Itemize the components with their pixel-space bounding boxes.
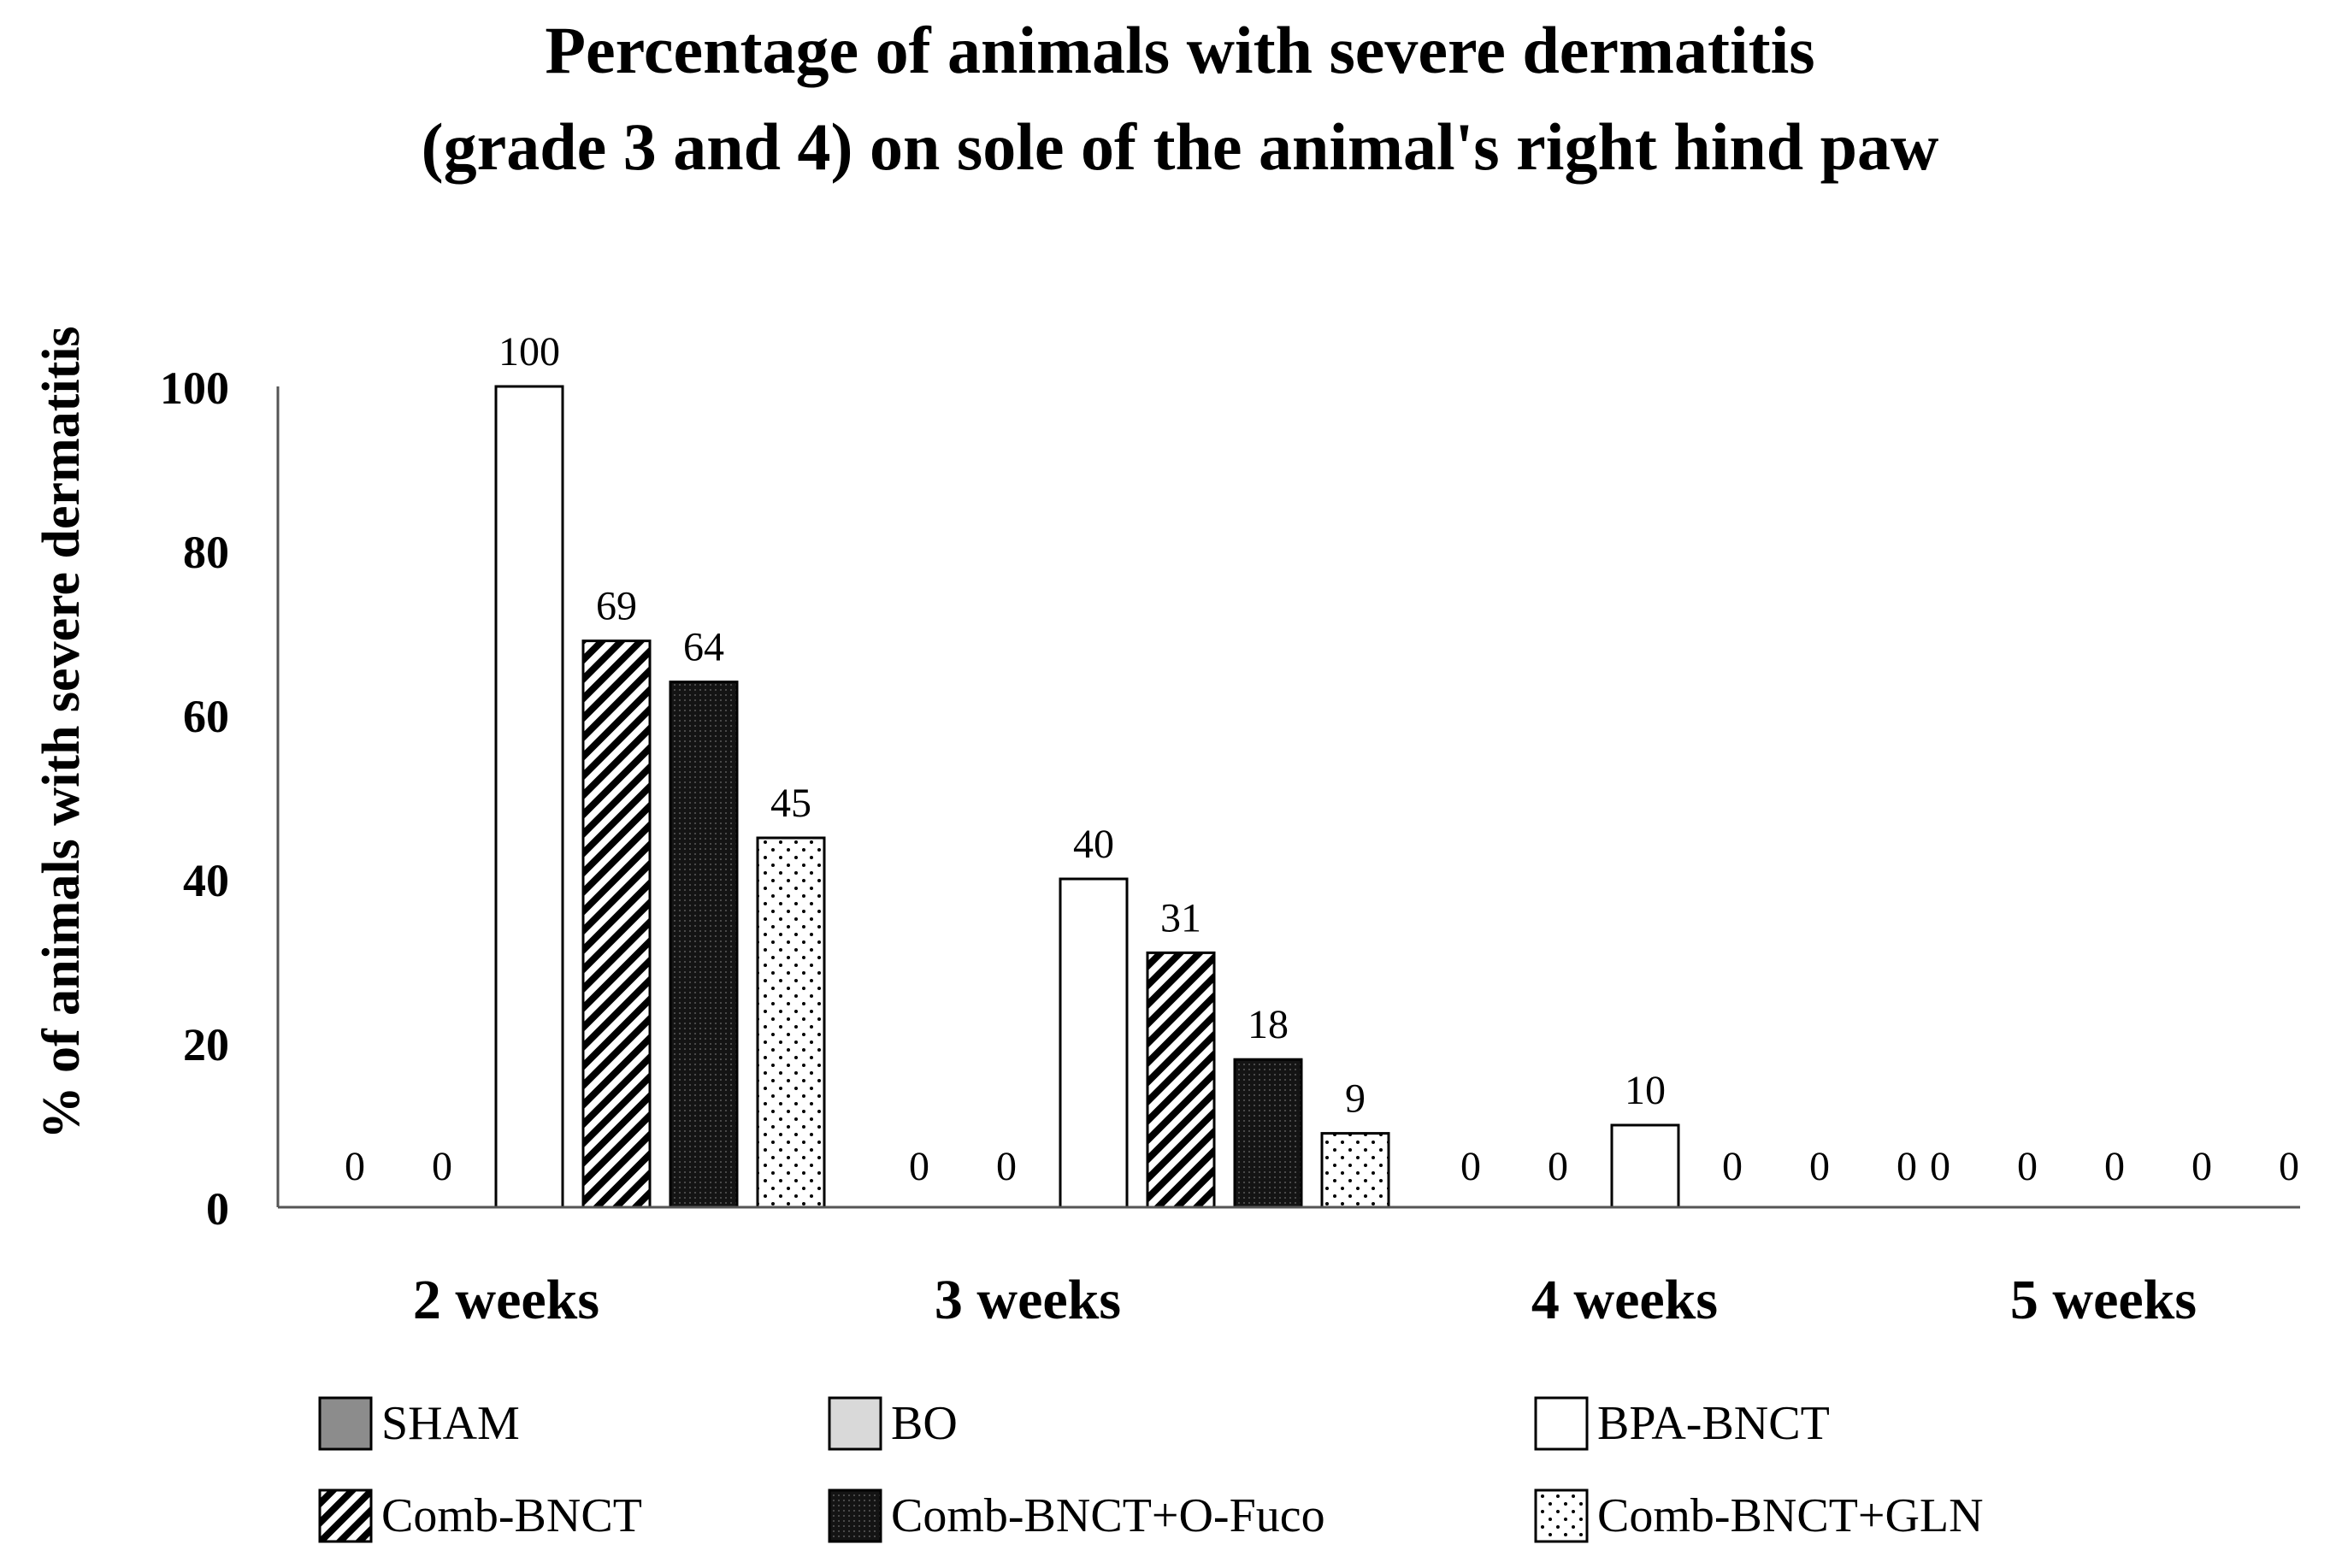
data-label: 31 [1160,895,1201,940]
data-label: 0 [909,1144,929,1189]
x-category-label: 4 weeks [1531,1269,1718,1331]
data-label: 0 [2017,1144,2038,1189]
data-label: 40 [1073,822,1114,867]
data-label: 0 [2279,1144,2299,1189]
legend-label-bo: BO [891,1397,958,1450]
data-label: 9 [1345,1076,1366,1122]
bar-bpa-bnct-3-weeks [1059,877,1129,1209]
legend-swatch-bo [828,1396,882,1451]
legend-label-bpa-bnct: BPA-BNCT [1597,1397,1830,1450]
data-label: 0 [1930,1144,1950,1189]
x-category-label: 3 weeks [935,1269,1121,1331]
data-label: 100 [498,329,560,374]
bar-comb-bnct-2-weeks [581,640,652,1209]
bar-bpa-bnct-2-weeks [494,385,564,1209]
chart-title: Percentage of animals with severe dermat… [422,13,1939,184]
data-label: 0 [345,1144,365,1189]
data-label: 0 [1548,1144,1568,1189]
bar-comb-bnct-gln-3-weeks [1320,1132,1390,1209]
y-axis-ticks: 0 20 40 60 80 100 [160,363,229,1235]
data-label: 10 [1625,1068,1666,1113]
legend-label-comb-bnct-gln: Comb-BNCT+GLN [1597,1489,1984,1542]
y-tick-label: 0 [206,1183,229,1235]
legend-swatch-comb-bnct-o-fuco [828,1488,882,1543]
bar-comb-bnct-o-fuco-3-weeks [1233,1058,1303,1209]
data-label: 0 [996,1144,1017,1189]
data-label: 0 [432,1144,452,1189]
y-tick-label: 60 [183,691,229,742]
y-axis-label: % of animals with severe dermatitis [32,326,91,1139]
data-label: 64 [683,625,724,670]
legend-swatch-bpa-bnct [1534,1396,1589,1451]
y-tick-label: 20 [183,1019,229,1070]
x-axis-category-labels: 2 weeks 3 weeks 4 weeks 5 weeks [413,1269,2197,1331]
y-tick-label: 100 [160,363,229,414]
data-label: 69 [596,584,637,629]
x-category-label: 2 weeks [413,1269,599,1331]
data-label: 0 [1722,1144,1743,1189]
data-label: 0 [1897,1144,1917,1189]
bar-comb-bnct-3-weeks [1146,951,1216,1209]
y-tick-label: 40 [183,855,229,906]
bars [494,385,1680,1209]
axes [276,386,2300,1209]
y-tick-label: 80 [183,527,229,578]
data-label: 18 [1248,1002,1289,1047]
chart-title-line-2: (grade 3 and 4) on sole of the animal's … [422,109,1939,184]
data-label: 45 [770,781,811,826]
legend: SHAM BO BPA-BNCT Comb-BNCT Comb-BNCT+O-Fuco C… [318,1396,1984,1543]
data-label: 0 [1460,1144,1481,1189]
x-category-label: 5 weeks [2010,1269,2197,1331]
bar-comb-bnct-o-fuco-2-weeks [669,681,739,1209]
data-label: 0 [1809,1144,1830,1189]
data-labels: 001006964450040311890010000000000 [345,329,2299,1189]
chart-title-line-1: Percentage of animals with severe dermat… [545,13,1814,87]
legend-swatch-comb-bnct [318,1488,373,1543]
bar-bpa-bnct-4-weeks [1610,1123,1680,1209]
data-label: 0 [2104,1144,2125,1189]
legend-swatch-sham [318,1396,373,1451]
legend-swatch-comb-bnct-gln [1534,1488,1589,1543]
legend-label-comb-bnct-o-fuco: Comb-BNCT+O-Fuco [891,1489,1325,1542]
legend-label-comb-bnct: Comb-BNCT [381,1489,642,1542]
bar-comb-bnct-gln-2-weeks [756,836,826,1209]
legend-label-sham: SHAM [381,1397,520,1450]
data-label: 0 [2192,1144,2212,1189]
